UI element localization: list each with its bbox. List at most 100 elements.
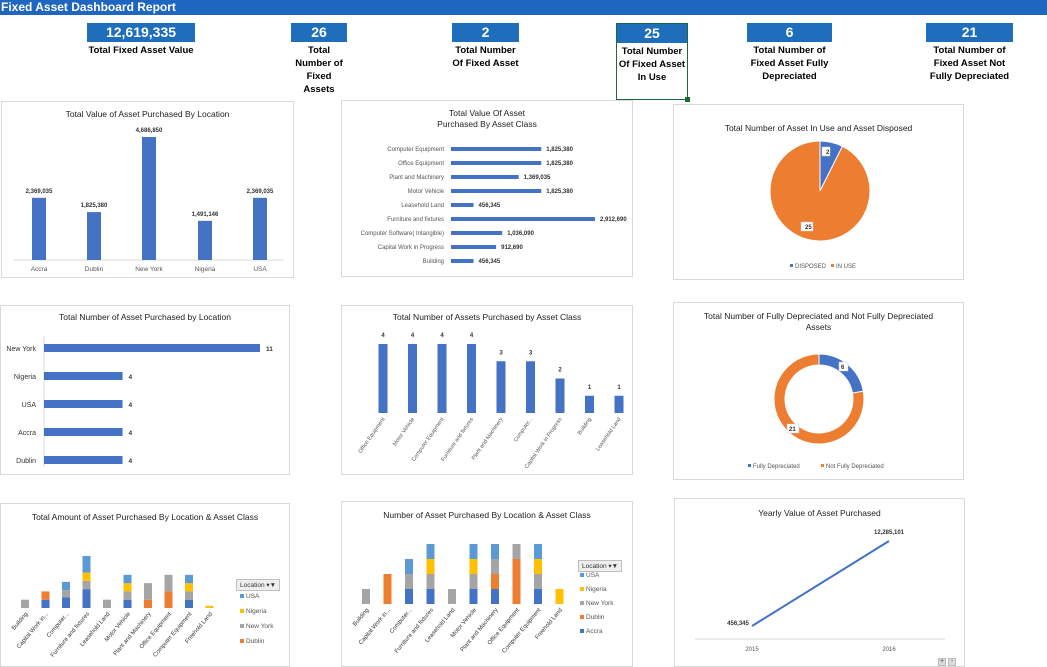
bar-segment-accra [123, 599, 132, 608]
bar-segment-nigeria [185, 583, 193, 592]
legend-swatch [580, 601, 584, 606]
pie-slice-1 [769, 140, 871, 242]
data-label: 11 [266, 346, 273, 353]
panel-depreciated[interactable]: Total Number of Fully Depreciated and No… [673, 302, 964, 480]
kpi-label: Total Number of Fixed Asset Fully Deprec… [750, 45, 829, 82]
bar-segment-new-york [82, 580, 91, 590]
kpi-total-in-use[interactable]: 25 Total Number Of Fixed Asset In Use [616, 23, 690, 102]
panel-in-use-disposed[interactable]: Total Number of Asset In Use and Asset D… [673, 104, 964, 280]
y-tick-label: Furniture and fixtures [387, 217, 444, 223]
legend-swatch [790, 264, 793, 267]
location-filter-label: Location [582, 563, 607, 570]
legend-item: New York [240, 623, 273, 630]
chart-count-by-location: New York 11 Nigeria 4 USA 4 Accra 4 Dublin 4 [6, 336, 273, 466]
location-filter-button[interactable]: Location ▾▼ [236, 579, 281, 591]
data-label: 21 [789, 427, 796, 433]
kpi-total-number-of-fixed-assets[interactable]: 26 Total Number of Fixed Assets [291, 23, 347, 96]
bar-segment-new-york [164, 574, 173, 592]
data-label: 1,491,146 [192, 212, 219, 218]
bar-segment-new-york [491, 559, 499, 574]
kpi-total-not-fully-depreciated[interactable]: 21 Total Number of Fixed Asset Not Fully … [926, 23, 1013, 83]
legend-item: New York [580, 600, 613, 607]
bar-segment-new-york [448, 589, 456, 604]
data-label: 3 [529, 350, 533, 356]
data-label: 12,285,101 [874, 530, 905, 536]
bar-segment-accra [534, 589, 542, 604]
kpi-total-fixed-asset-value[interactable]: 12,619,335 Total Fixed Asset Value [87, 23, 195, 57]
data-label: 25 [805, 225, 812, 231]
kpi-total-fully-depreciated[interactable]: 6 Total Number of Fixed Asset Fully Depre… [747, 23, 832, 83]
y-tick-label: Nigeria [14, 374, 36, 381]
bar-segment-accra [82, 589, 91, 608]
series-line [751, 540, 890, 627]
y-tick-label: Leasehold Land [401, 203, 444, 209]
data-label: 456,345 [727, 621, 749, 627]
panel-yearly-value[interactable]: Yearly Value of Asset Purchased 456,345 1… [674, 498, 965, 667]
bar-segment-usa [534, 544, 542, 559]
bar-segment-dublin [491, 574, 499, 589]
bar-6 [555, 378, 565, 413]
bar-8 [614, 395, 624, 413]
legend-swatch [240, 609, 244, 614]
x-tick-label: USA [253, 266, 267, 273]
legend-swatch [580, 587, 584, 592]
legend-swatch [580, 573, 584, 578]
legend-label: Fully Depreciated [753, 464, 800, 470]
bar-4 [496, 361, 506, 413]
kpi-value: 25 [617, 24, 687, 43]
x-tick-label: Plant and Machinery [460, 607, 500, 653]
data-label: 1,825,380 [546, 147, 573, 153]
panel-value-by-class[interactable]: Total Value Of Asset Purchased By Asset … [341, 100, 633, 277]
data-label: 4 [440, 333, 444, 339]
panel-number-location-class[interactable]: Number of Asset Purchased By Location & … [341, 501, 633, 667]
kpi-value: 21 [926, 23, 1013, 42]
data-label: 6 [841, 365, 845, 371]
panel-count-by-class[interactable]: Total Number of Assets Purchased by Asse… [341, 305, 633, 475]
bar-2 [451, 175, 519, 179]
data-label: 4 [129, 430, 133, 437]
bar-segment-nigeria [534, 559, 542, 574]
legend-item: Nigeria [240, 608, 267, 615]
bar-0 [32, 197, 46, 260]
bar-segment-new-york [534, 574, 542, 589]
zoom-out-button[interactable]: - [948, 658, 956, 666]
legend-swatch [821, 464, 824, 467]
panel-amount-location-class[interactable]: Total Amount of Asset Purchased By Locat… [0, 503, 290, 667]
legend-label: USA [586, 572, 600, 579]
legend-swatch [240, 594, 244, 599]
bar-segment-nigeria [82, 572, 91, 581]
location-filter-button[interactable]: Location ▾▼ [578, 560, 623, 572]
data-label: 1,369,035 [524, 175, 551, 181]
bar-segment-usa [491, 544, 499, 559]
bar-segment-new-york [21, 599, 29, 608]
legend-item: Nigeria [580, 586, 607, 593]
legend-label: Dublin [246, 638, 265, 645]
bar-segment-new-york [103, 599, 111, 608]
bar-3 [451, 189, 542, 193]
legend-swatch [748, 464, 751, 467]
panel-count-by-location[interactable]: Total Number of Asset Purchased by Locat… [0, 305, 290, 475]
kpi-total-number-of-fixed-asset[interactable]: 2 Total Number Of Fixed Asset [452, 23, 519, 70]
x-tick-label: Accra [31, 266, 48, 273]
zoom-in-button[interactable]: + [938, 658, 946, 666]
bar-7 [585, 395, 594, 413]
legend-label: Dublin [586, 614, 605, 621]
donut-slice-1 [773, 353, 865, 445]
legend-swatch [240, 639, 244, 644]
legend-label: Not Fully Depreciated [826, 464, 884, 470]
bar-segment-new-york [144, 583, 152, 600]
bar-segment-new-york [362, 589, 370, 604]
data-label: 3 [499, 350, 503, 356]
data-label-box [786, 423, 800, 434]
chart-title: Total Amount of Asset Purchased By Locat… [1, 512, 289, 523]
panel-value-by-location[interactable]: Total Value of Asset Purchased By Locati… [1, 101, 294, 278]
bar-segment-new-york [469, 574, 478, 589]
x-tick-label: Dublin [85, 266, 104, 273]
bar-segment-accra [41, 599, 50, 608]
y-tick-label: New York [6, 346, 36, 353]
legend-label: IN USE [836, 264, 856, 270]
x-tick-label: Computer Equipment [152, 611, 193, 659]
chart-depreciated: 6 21 Fully Depreciated Not Fully Depreciate… [748, 353, 884, 470]
data-label: 1 [588, 385, 592, 391]
data-label: 4 [470, 333, 474, 339]
